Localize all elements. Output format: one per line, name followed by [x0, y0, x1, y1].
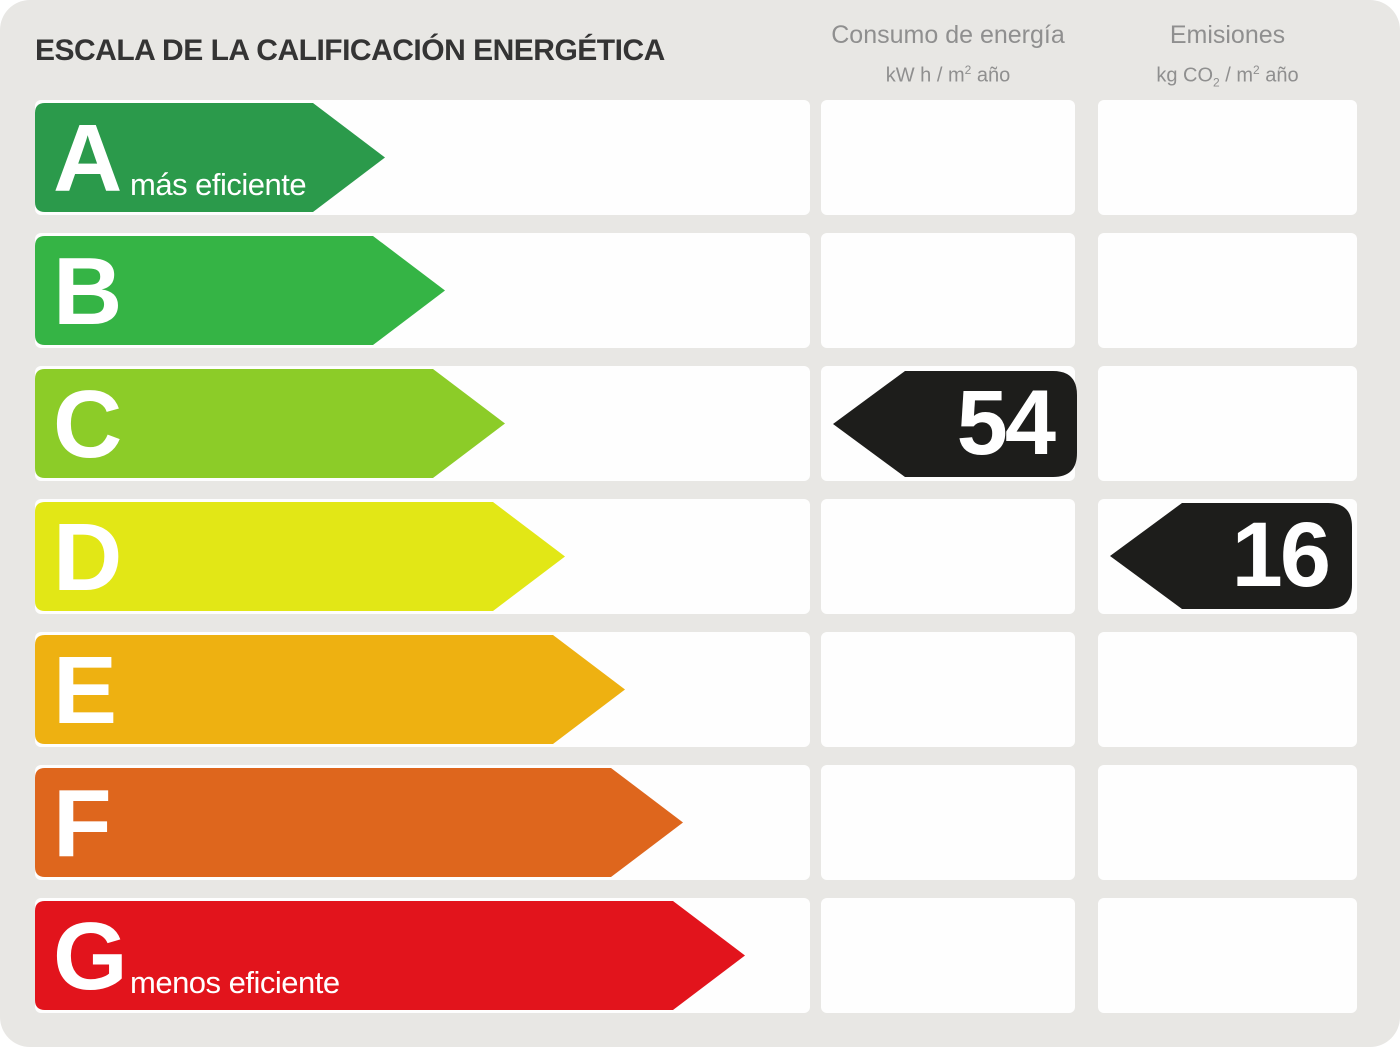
consumption-label: Consumo de energía [831, 21, 1065, 49]
emissions-value-badge: 16 [1110, 503, 1352, 609]
rating-row-a: A más eficiente [35, 100, 1365, 215]
consumption-value-badge: 54 [833, 371, 1077, 477]
consumption-cell [821, 100, 1075, 215]
emissions-unit: kg CO2 / m2 año [1156, 63, 1299, 90]
emissions-cell [1098, 632, 1357, 747]
column-header-emissions: Emisiones kg CO2 / m2 año [1098, 20, 1357, 95]
rating-arrow-f [35, 768, 683, 877]
least-efficient-note: menos eficiente [130, 965, 340, 1000]
consumption-cell [821, 898, 1075, 1013]
left-arrow-badge-shape [1110, 503, 1352, 609]
rating-arrow-e [35, 635, 625, 744]
emissions-cell [1098, 898, 1357, 1013]
rating-arrow-d [35, 502, 565, 611]
consumption-cell [821, 632, 1075, 747]
consumption-cell [821, 499, 1075, 614]
column-header-consumption: Consumo de energía kW h / m2 año [821, 20, 1075, 88]
rating-row-c: C [35, 366, 1365, 481]
emissions-cell [1098, 100, 1357, 215]
rating-arrow-c [35, 369, 505, 478]
consumption-value: 54 [956, 372, 1056, 474]
rating-arrow-a [35, 103, 385, 212]
consumption-cell [821, 765, 1075, 880]
rating-letter-c: C [53, 371, 123, 478]
rating-row-g: G menos eficiente [35, 898, 1365, 1013]
emissions-cell [1098, 366, 1357, 481]
rating-arrow-g [35, 901, 745, 1010]
rating-arrow-b [35, 236, 445, 345]
rating-row-f: F [35, 765, 1365, 880]
emissions-cell [1098, 765, 1357, 880]
emissions-value: 16 [1231, 504, 1331, 606]
rating-letter-a: A [53, 105, 123, 212]
page-title: ESCALA DE LA CALIFICACIÓN ENERGÉTICA [35, 34, 665, 67]
rating-row-e: E [35, 632, 1365, 747]
rating-letter-g: G [53, 903, 128, 1010]
emissions-label: Emisiones [1169, 21, 1286, 49]
rating-letter-b: B [53, 238, 123, 345]
left-arrow-badge-shape [833, 371, 1077, 477]
rating-letter-d: D [53, 504, 123, 611]
emissions-cell [1098, 233, 1357, 348]
rating-letter-e: E [53, 637, 118, 744]
consumption-cell [821, 233, 1075, 348]
rating-row-b: B [35, 233, 1365, 348]
rating-letter-f: F [53, 770, 112, 877]
consumption-unit: kW h / m2 año [885, 63, 1011, 87]
most-efficient-note: más eficiente [130, 167, 307, 202]
